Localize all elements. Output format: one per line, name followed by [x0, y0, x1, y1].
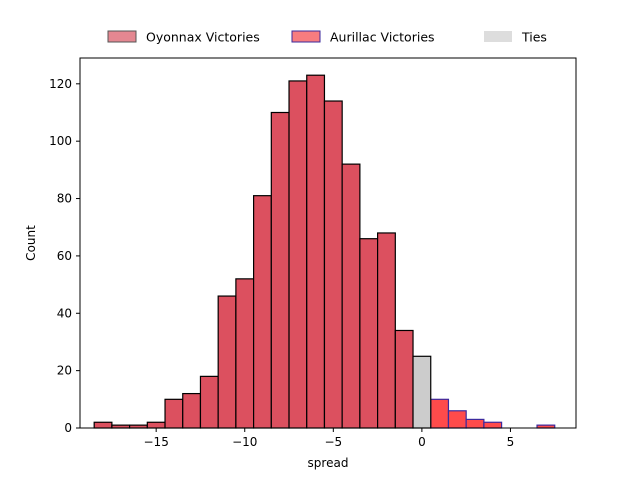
- bars-group: [93, 74, 556, 429]
- legend-label: Ties: [521, 30, 547, 45]
- bar-aurillac-victories-2: [465, 418, 485, 429]
- bar-oyonnax-victories-6: [199, 375, 219, 429]
- bar-oyonnax-victories-12: [306, 74, 326, 429]
- bar-ties-0: [412, 355, 432, 429]
- bar-oyonnax-victories-4: [164, 398, 184, 429]
- bar-oyonnax-victories-17: [394, 329, 414, 429]
- bar-aurillac-victories-0: [430, 398, 450, 429]
- bar-oyonnax-victories-13: [323, 100, 343, 429]
- bar-aurillac-victories-1: [447, 410, 467, 429]
- y-tick-label: 40: [57, 306, 72, 320]
- bar-oyonnax-victories-15: [359, 238, 379, 429]
- bar-oyonnax-victories-10: [270, 111, 290, 429]
- x-tick-label: −5: [324, 435, 342, 449]
- y-tick-label: 100: [49, 134, 72, 148]
- y-tick-label: 20: [57, 364, 72, 378]
- y-tick-label: 0: [64, 421, 72, 435]
- x-axis-ticks: −15 −10 −5 0 5: [144, 428, 515, 449]
- bar-oyonnax-victories-14: [341, 163, 361, 429]
- legend-label: Aurillac Victories: [330, 30, 435, 45]
- y-axis-ticks: 0 20 40 60 80 100 120: [49, 77, 80, 435]
- y-tick-label: 60: [57, 249, 72, 263]
- bar-aurillac-victories-3: [483, 421, 503, 429]
- bar-oyonnax-victories-11: [288, 80, 308, 429]
- legend-label: Oyonnax Victories: [146, 30, 260, 45]
- x-tick-label: 5: [507, 435, 515, 449]
- bar-oyonnax-victories-7: [217, 295, 237, 429]
- x-tick-label: −15: [144, 435, 169, 449]
- y-axis-label: Count: [24, 225, 38, 261]
- bar-oyonnax-victories-8: [235, 278, 255, 429]
- bar-oyonnax-victories-0: [93, 421, 113, 429]
- legend-swatch: [291, 30, 321, 43]
- x-axis-label: spread: [308, 456, 349, 470]
- bar-oyonnax-victories-16: [377, 232, 396, 429]
- bar-oyonnax-victories-3: [146, 421, 166, 429]
- legend-swatch: [107, 30, 137, 43]
- y-tick-label: 120: [49, 77, 72, 91]
- x-tick-label: 0: [418, 435, 426, 449]
- x-tick-label: −10: [232, 435, 257, 449]
- y-tick-label: 80: [57, 192, 72, 206]
- axes-frame: [79, 57, 577, 429]
- legend: Oyonnax Victories Aurillac Victories Ties: [107, 30, 547, 45]
- bar-oyonnax-victories-9: [253, 195, 272, 429]
- legend-swatch: [484, 31, 512, 42]
- bar-oyonnax-victories-5: [182, 392, 202, 429]
